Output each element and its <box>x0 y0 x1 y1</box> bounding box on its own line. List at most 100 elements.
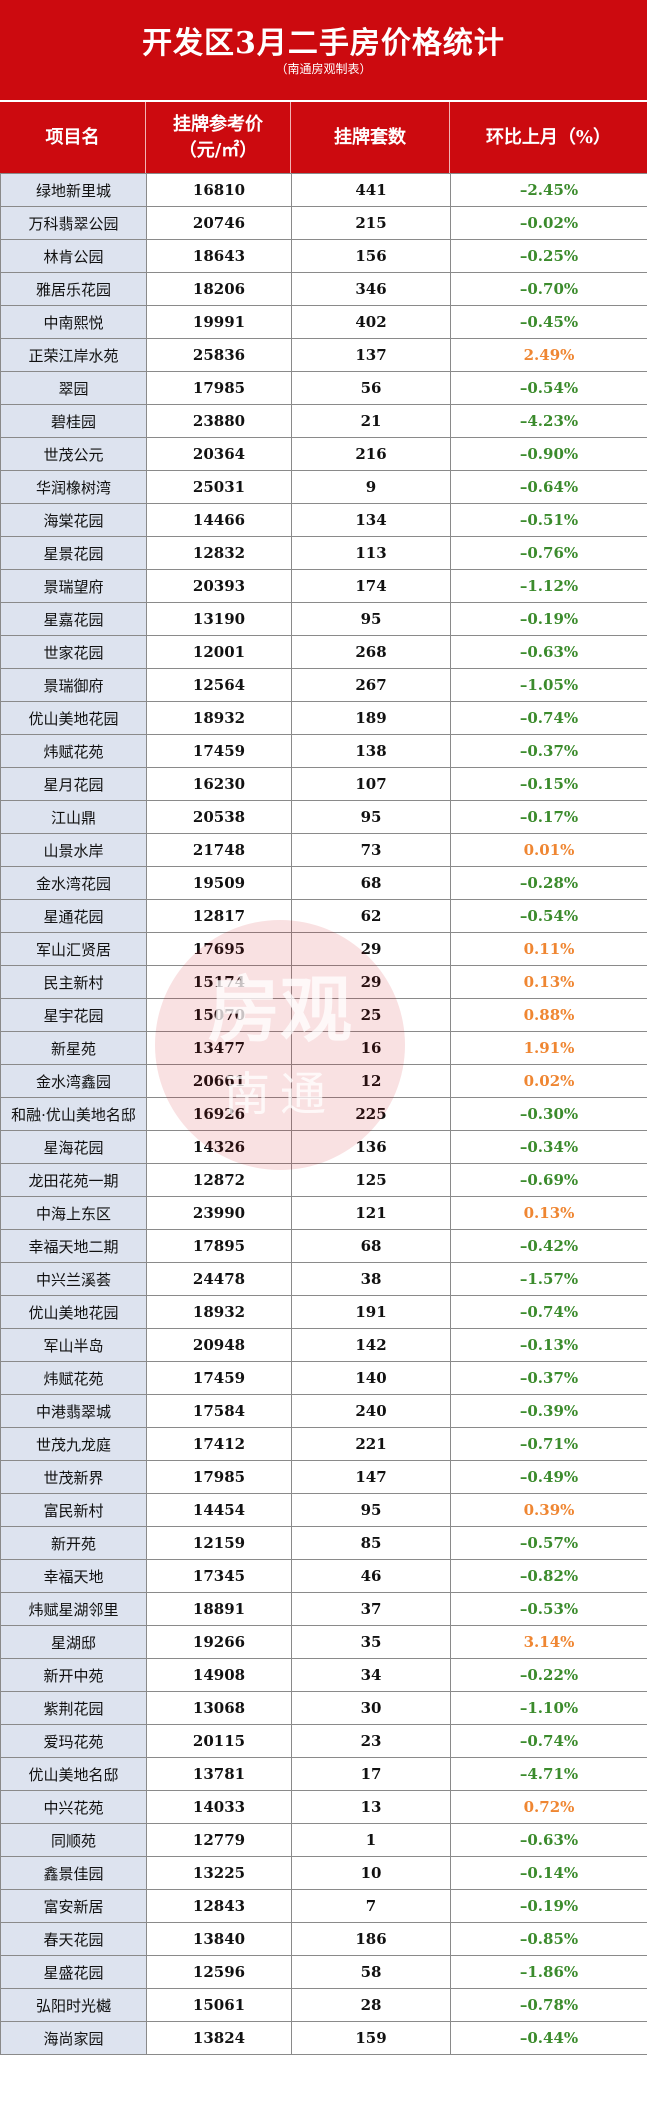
cell-project-name: 世茂新界 <box>0 1460 147 1494</box>
cell-listing-count: 346 <box>291 272 451 306</box>
cell-listing-count: 95 <box>291 602 451 636</box>
cell-mom-change: –0.69% <box>450 1163 647 1197</box>
table-row: 弘阳时光樾 15061 28 –0.78% <box>0 1988 647 2022</box>
table-row: 鑫景佳园 13225 10 –0.14% <box>0 1856 647 1890</box>
cell-project-name: 星景花园 <box>0 536 147 570</box>
cell-listing-count: 29 <box>291 965 451 999</box>
cell-mom-change: –4.71% <box>450 1757 647 1791</box>
cell-listing-count: 85 <box>291 1526 451 1560</box>
cell-mom-change: –0.85% <box>450 1922 647 1956</box>
table-row: 海棠花园 14466 134 –0.51% <box>0 503 647 537</box>
cell-listing-count: 125 <box>291 1163 451 1197</box>
cell-listing-price: 16926 <box>146 1097 292 1131</box>
cell-mom-change: –0.02% <box>450 206 647 240</box>
cell-listing-price: 19509 <box>146 866 292 900</box>
cell-project-name: 正荣江岸水苑 <box>0 338 147 372</box>
cell-mom-change: –0.15% <box>450 767 647 801</box>
cell-mom-change: –0.64% <box>450 470 647 504</box>
cell-mom-change: –1.86% <box>450 1955 647 1989</box>
cell-listing-price: 17985 <box>146 1460 292 1494</box>
table-row: 炜赋花苑 17459 138 –0.37% <box>0 734 647 768</box>
cell-listing-price: 15070 <box>146 998 292 1032</box>
cell-listing-count: 225 <box>291 1097 451 1131</box>
cell-listing-count: 268 <box>291 635 451 669</box>
column-header-name: 项目名 <box>0 102 146 173</box>
cell-listing-count: 1 <box>291 1823 451 1857</box>
cell-mom-change: –0.78% <box>450 1988 647 2022</box>
cell-mom-change: –0.13% <box>450 1328 647 1362</box>
cell-mom-change: –0.37% <box>450 734 647 768</box>
cell-project-name: 和融·优山美地名邸 <box>0 1097 147 1131</box>
cell-project-name: 紫荆花园 <box>0 1691 147 1725</box>
cell-mom-change: –0.28% <box>450 866 647 900</box>
cell-mom-change: –0.74% <box>450 1295 647 1329</box>
cell-listing-price: 12596 <box>146 1955 292 1989</box>
cell-project-name: 炜赋花苑 <box>0 734 147 768</box>
cell-project-name: 世茂公元 <box>0 437 147 471</box>
table-row: 景瑞望府 20393 174 –1.12% <box>0 569 647 603</box>
cell-project-name: 景瑞御府 <box>0 668 147 702</box>
cell-listing-count: 7 <box>291 1889 451 1923</box>
cell-mom-change: 0.13% <box>450 1196 647 1230</box>
table-row: 同顺苑 12779 1 –0.63% <box>0 1823 647 1857</box>
cell-listing-count: 159 <box>291 2021 451 2055</box>
cell-project-name: 万科翡翠公园 <box>0 206 147 240</box>
cell-listing-price: 19266 <box>146 1625 292 1659</box>
cell-project-name: 富安新居 <box>0 1889 147 1923</box>
table-row: 翠园 17985 56 –0.54% <box>0 371 647 405</box>
cell-mom-change: –1.12% <box>450 569 647 603</box>
cell-project-name: 炜赋花苑 <box>0 1361 147 1395</box>
cell-listing-count: 9 <box>291 470 451 504</box>
cell-project-name: 新开苑 <box>0 1526 147 1560</box>
cell-project-name: 幸福天地 <box>0 1559 147 1593</box>
cell-mom-change: –0.22% <box>450 1658 647 1692</box>
cell-mom-change: –1.05% <box>450 668 647 702</box>
cell-mom-change: 0.01% <box>450 833 647 867</box>
cell-listing-count: 13 <box>291 1790 451 1824</box>
cell-listing-price: 13477 <box>146 1031 292 1065</box>
cell-mom-change: –0.30% <box>450 1097 647 1131</box>
cell-listing-count: 29 <box>291 932 451 966</box>
cell-listing-count: 17 <box>291 1757 451 1791</box>
cell-listing-count: 189 <box>291 701 451 735</box>
cell-listing-price: 18206 <box>146 272 292 306</box>
cell-listing-count: 30 <box>291 1691 451 1725</box>
cell-project-name: 星宇花园 <box>0 998 147 1032</box>
cell-mom-change: –0.71% <box>450 1427 647 1461</box>
cell-project-name: 星盛花园 <box>0 1955 147 1989</box>
cell-listing-price: 13190 <box>146 602 292 636</box>
cell-listing-count: 221 <box>291 1427 451 1461</box>
cell-project-name: 雅居乐花园 <box>0 272 147 306</box>
cell-mom-change: –0.19% <box>450 602 647 636</box>
cell-project-name: 炜赋星湖邻里 <box>0 1592 147 1626</box>
table-row: 世茂公元 20364 216 –0.90% <box>0 437 647 471</box>
cell-listing-count: 62 <box>291 899 451 933</box>
table-row: 星景花园 12832 113 –0.76% <box>0 536 647 570</box>
cell-mom-change: 0.72% <box>450 1790 647 1824</box>
cell-listing-price: 16810 <box>146 173 292 207</box>
cell-listing-count: 12 <box>291 1064 451 1098</box>
cell-listing-count: 215 <box>291 206 451 240</box>
cell-mom-change: 0.39% <box>450 1493 647 1527</box>
table-row: 优山美地花园 18932 191 –0.74% <box>0 1295 647 1329</box>
table-row: 华润橡树湾 25031 9 –0.64% <box>0 470 647 504</box>
cell-project-name: 幸福天地二期 <box>0 1229 147 1263</box>
page-title: 开发区3月二手房价格统计 <box>142 26 505 61</box>
table-row: 星湖邸 19266 35 3.14% <box>0 1625 647 1659</box>
cell-listing-price: 18643 <box>146 239 292 273</box>
cell-mom-change: –0.17% <box>450 800 647 834</box>
cell-project-name: 新开中苑 <box>0 1658 147 1692</box>
cell-listing-price: 21748 <box>146 833 292 867</box>
cell-listing-count: 267 <box>291 668 451 702</box>
cell-mom-change: 0.13% <box>450 965 647 999</box>
cell-listing-count: 240 <box>291 1394 451 1428</box>
cell-project-name: 优山美地花园 <box>0 1295 147 1329</box>
cell-mom-change: –1.10% <box>450 1691 647 1725</box>
table-row: 绿地新里城 16810 441 –2.45% <box>0 173 647 207</box>
cell-project-name: 世茂九龙庭 <box>0 1427 147 1461</box>
cell-mom-change: –0.74% <box>450 1724 647 1758</box>
table-row: 富民新村 14454 95 0.39% <box>0 1493 647 1527</box>
cell-project-name: 中港翡翠城 <box>0 1394 147 1428</box>
table-row: 金水湾鑫园 20661 12 0.02% <box>0 1064 647 1098</box>
cell-mom-change: –0.90% <box>450 437 647 471</box>
